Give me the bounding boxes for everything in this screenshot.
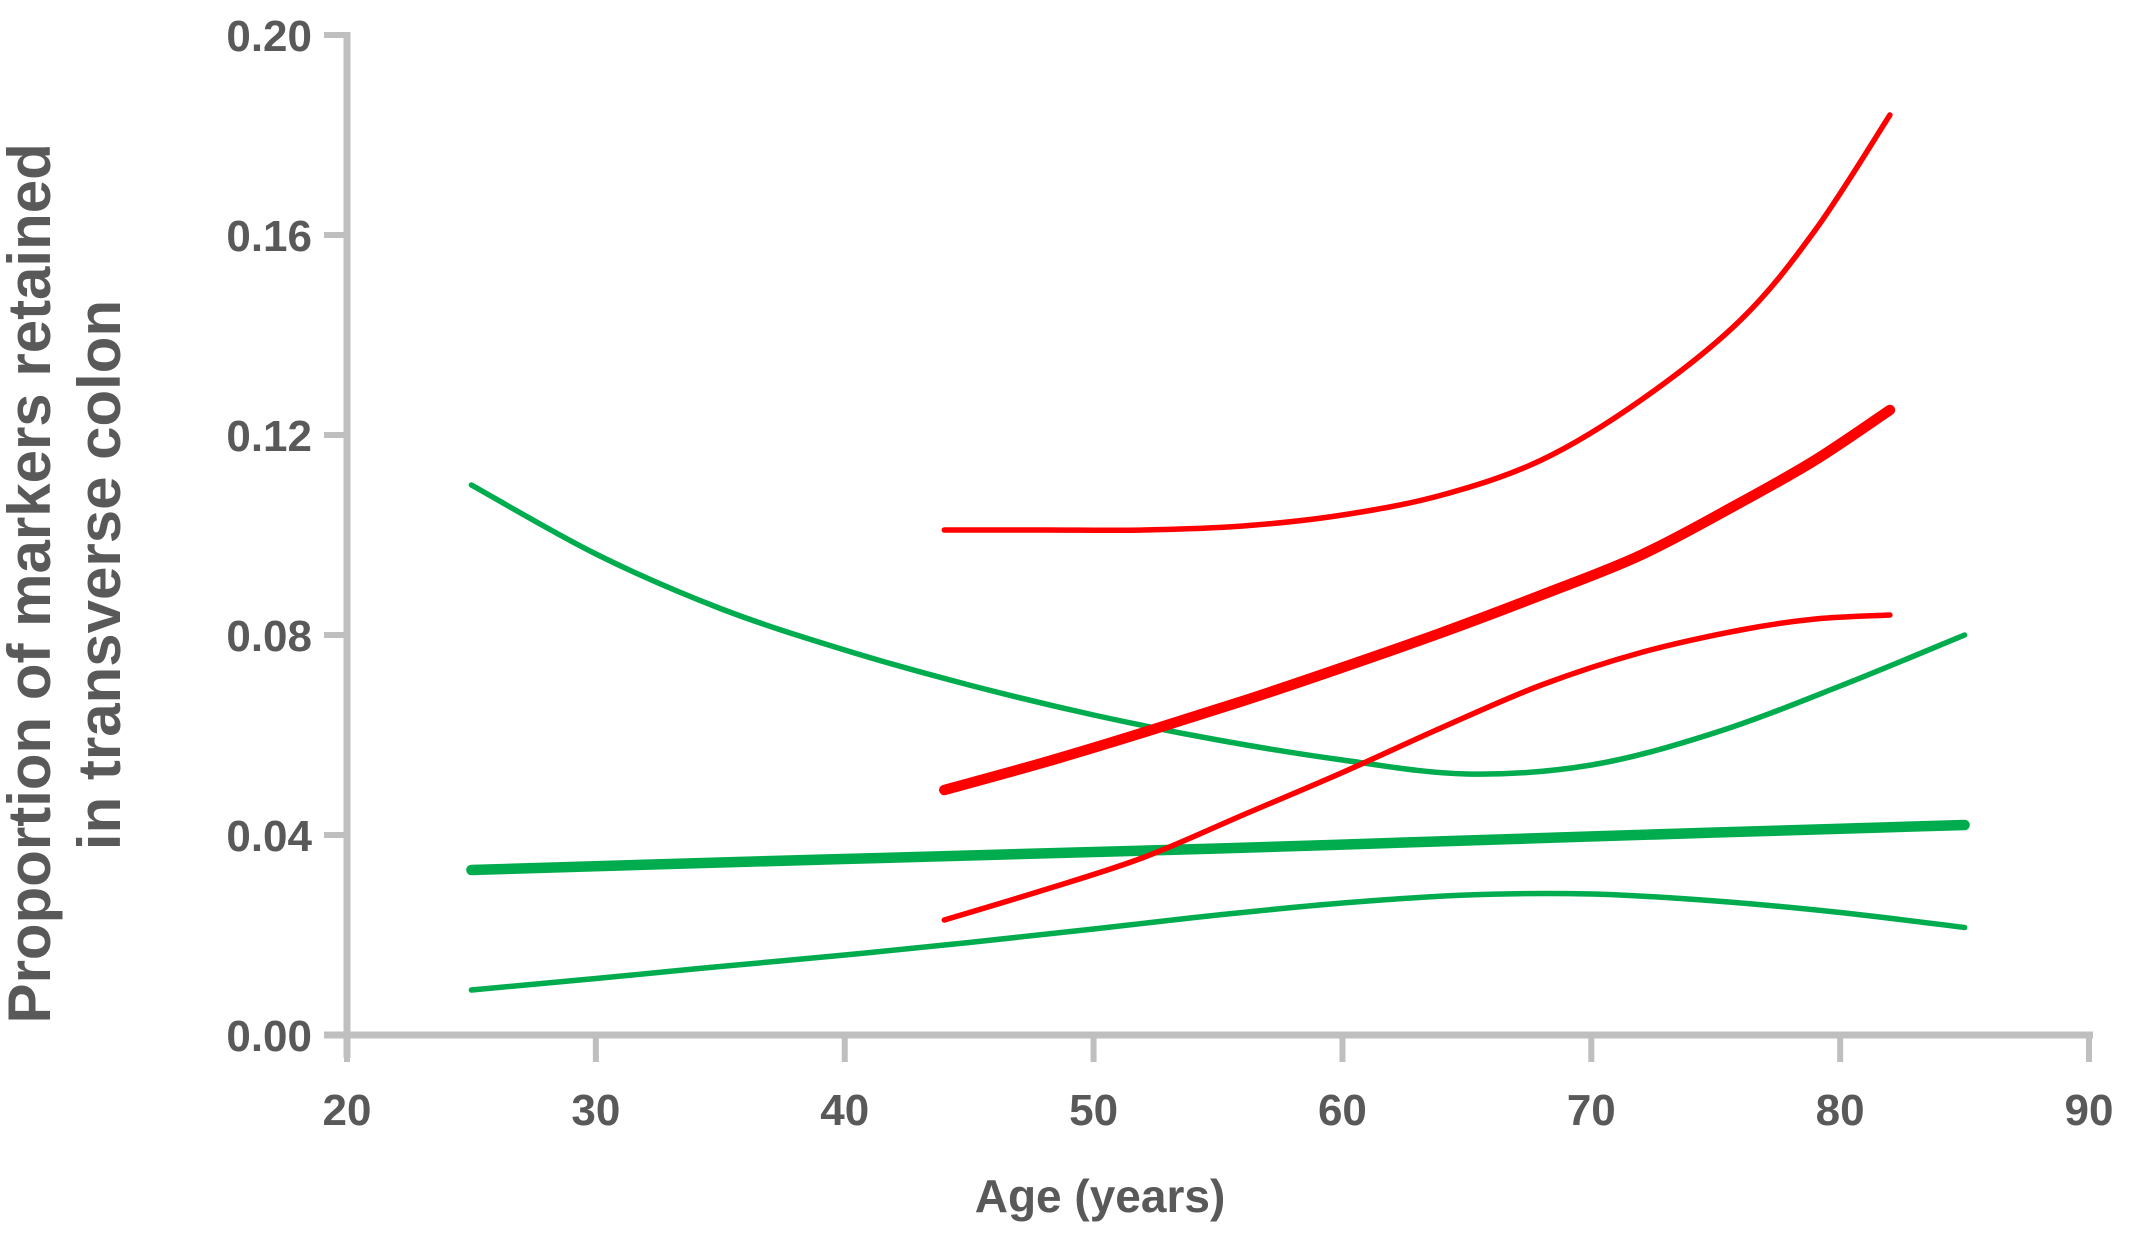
series-green-lower-ci-path [468,890,1968,993]
series-red-lower-ci-path [941,612,1893,923]
y-axis-title-line-2: in transverse colon [66,300,133,850]
x-tick-label: 80 [1816,1086,1865,1135]
x-tick-label: 70 [1567,1086,1616,1135]
x-tick-label: 60 [1318,1086,1367,1135]
series-green-upper-ci-path [468,482,1968,777]
x-tick-label: 40 [820,1086,869,1135]
y-tick-label: 0.00 [226,1012,312,1061]
x-axis-title: Age (years) [975,1170,1226,1222]
x-tick-label: 30 [571,1086,620,1135]
axes-layer: 0.00 0.04 0.08 0.12 0.16 0.20 20 30 40 50 60 70 80 90 [226,12,2113,1135]
series-green-center-line-path [466,819,1970,876]
x-tick-label: 50 [1069,1086,1118,1135]
labels-layer: Age (years) Proportion of markers retain… [0,127,1226,1222]
series-layer [466,112,1970,993]
y-tick-label: 0.08 [226,612,312,661]
x-tick-label: 90 [2065,1086,2114,1135]
series-red-center-line-path [939,404,1896,796]
y-tick-label: 0.04 [226,812,312,861]
series-red-upper-ci-path [941,112,1893,534]
y-tick-label: 0.20 [226,12,312,61]
y-axis-title: Proportion of markers retained in transv… [0,127,133,1024]
x-tick-label: 20 [323,1086,372,1135]
y-tick-label: 0.16 [226,212,312,261]
y-tick-label: 0.12 [226,412,312,461]
y-axis-title-line-1: Proportion of markers retained [0,143,63,1023]
